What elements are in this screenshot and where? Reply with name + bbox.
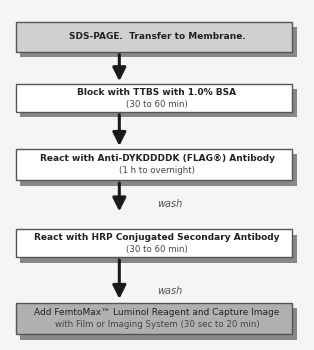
FancyBboxPatch shape <box>20 308 297 340</box>
Text: Add FemtoMax™ Luminol Reagent and Capture Image: Add FemtoMax™ Luminol Reagent and Captur… <box>34 308 280 317</box>
FancyBboxPatch shape <box>16 149 292 180</box>
Text: Block with TTBS with 1.0% BSA: Block with TTBS with 1.0% BSA <box>78 88 236 97</box>
Text: (30 to 60 min): (30 to 60 min) <box>126 245 188 254</box>
FancyBboxPatch shape <box>20 89 297 117</box>
Text: wash: wash <box>157 199 182 209</box>
Text: React with HRP Conjugated Secondary Antibody: React with HRP Conjugated Secondary Anti… <box>34 233 280 242</box>
FancyBboxPatch shape <box>20 154 297 186</box>
Text: wash: wash <box>157 286 182 296</box>
FancyBboxPatch shape <box>20 234 297 262</box>
FancyBboxPatch shape <box>20 27 297 57</box>
Text: SDS-PAGE.  Transfer to Membrane.: SDS-PAGE. Transfer to Membrane. <box>69 32 245 41</box>
FancyBboxPatch shape <box>16 303 292 334</box>
Text: (30 to 60 min): (30 to 60 min) <box>126 100 188 109</box>
FancyBboxPatch shape <box>16 229 292 257</box>
FancyBboxPatch shape <box>16 22 292 51</box>
Text: (1 h to overnight): (1 h to overnight) <box>119 166 195 175</box>
Text: React with Anti-DYKDDDDK (FLAG®) Antibody: React with Anti-DYKDDDDK (FLAG®) Antibod… <box>40 154 274 163</box>
Text: with Film or Imaging System (30 sec to 20 min): with Film or Imaging System (30 sec to 2… <box>55 320 259 329</box>
FancyBboxPatch shape <box>16 84 292 112</box>
